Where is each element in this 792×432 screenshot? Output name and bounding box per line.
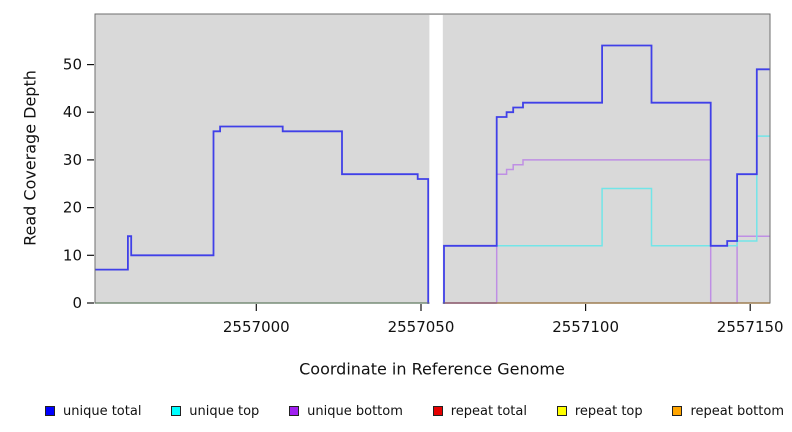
legend-item-unique-top: unique top (171, 404, 259, 419)
legend-label: unique top (189, 403, 260, 419)
y-axis-title: Read Coverage Depth (20, 70, 40, 246)
y-tick-label: 10 (63, 246, 82, 264)
legend: unique total unique top unique bottom re… (45, 400, 784, 422)
x-tick-label: 2557050 (388, 318, 455, 336)
series-line-unique-top (444, 135, 770, 247)
legend-item-repeat-bottom: repeat bottom (672, 404, 784, 419)
y-tick-label: 50 (63, 56, 82, 74)
no-data-gap-band (429, 15, 443, 312)
y-tick-label: 30 (63, 151, 82, 169)
x-tick-label: 2557150 (717, 318, 784, 336)
x-axis-title: Coordinate in Reference Genome (299, 359, 565, 379)
legend-swatch-repeat-top (556, 406, 567, 416)
legend-label: unique bottom (307, 403, 403, 419)
series-line-unique-total (95, 44, 770, 304)
legend-swatch-unique-bottom (289, 406, 300, 416)
legend-label: unique total (63, 403, 142, 419)
x-tick-label: 2557000 (223, 318, 290, 336)
legend-swatch-repeat-total (432, 406, 443, 416)
y-tick-label: 20 (63, 199, 82, 217)
x-tick-label: 2557100 (552, 318, 619, 336)
legend-item-repeat-top: repeat top (556, 403, 643, 419)
legend-label: repeat bottom (690, 403, 784, 419)
legend-item-unique-bottom: unique bottom (289, 404, 403, 419)
legend-label: repeat top (574, 403, 643, 419)
legend-swatch-unique-top (171, 406, 182, 416)
y-tick-label: 40 (63, 103, 82, 121)
legend-item-unique-total: unique total (45, 404, 141, 419)
legend-swatch-repeat-bottom (672, 406, 683, 416)
legend-label: repeat total (450, 403, 527, 419)
legend-swatch-unique-total (45, 406, 55, 416)
legend-item-repeat-total: repeat total (432, 403, 527, 419)
y-tick-label: 0 (72, 294, 82, 312)
